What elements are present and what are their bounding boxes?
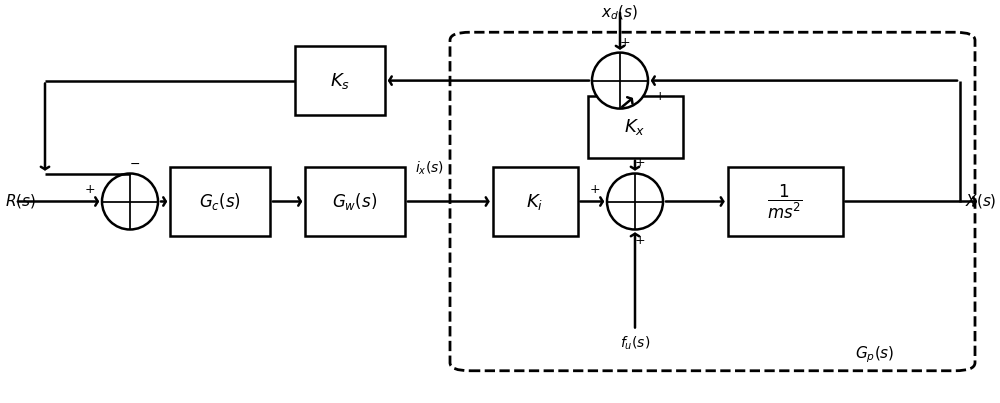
Ellipse shape <box>592 53 648 108</box>
Text: $G_p(s)$: $G_p(s)$ <box>855 344 895 365</box>
Text: +: + <box>85 183 95 196</box>
Text: +: + <box>590 183 600 196</box>
Bar <box>295 46 385 115</box>
Text: $-$: $-$ <box>129 156 141 170</box>
Text: $K_x$: $K_x$ <box>624 117 646 137</box>
Text: +: + <box>635 233 645 247</box>
Ellipse shape <box>102 174 158 229</box>
Text: $K_i$: $K_i$ <box>526 191 544 212</box>
Text: $\dfrac{1}{ms^2}$: $\dfrac{1}{ms^2}$ <box>767 182 803 221</box>
Text: $K_s$: $K_s$ <box>330 71 350 91</box>
Text: $G_c(s)$: $G_c(s)$ <box>199 191 241 212</box>
Bar <box>305 167 405 236</box>
Text: $x_d(s)$: $x_d(s)$ <box>601 4 639 23</box>
Text: $R(s)$: $R(s)$ <box>5 193 36 210</box>
Text: $X(s)$: $X(s)$ <box>965 193 997 210</box>
Text: +: + <box>655 90 665 103</box>
Text: +: + <box>635 156 645 170</box>
Text: $G_w(s)$: $G_w(s)$ <box>332 191 378 212</box>
Ellipse shape <box>607 174 663 229</box>
Text: $i_x(s)$: $i_x(s)$ <box>415 160 444 177</box>
Bar <box>170 167 270 236</box>
Bar <box>728 167 842 236</box>
Text: +: + <box>620 35 630 49</box>
Bar <box>588 96 682 158</box>
Text: $f_u(s)$: $f_u(s)$ <box>620 334 650 352</box>
Bar <box>493 167 578 236</box>
